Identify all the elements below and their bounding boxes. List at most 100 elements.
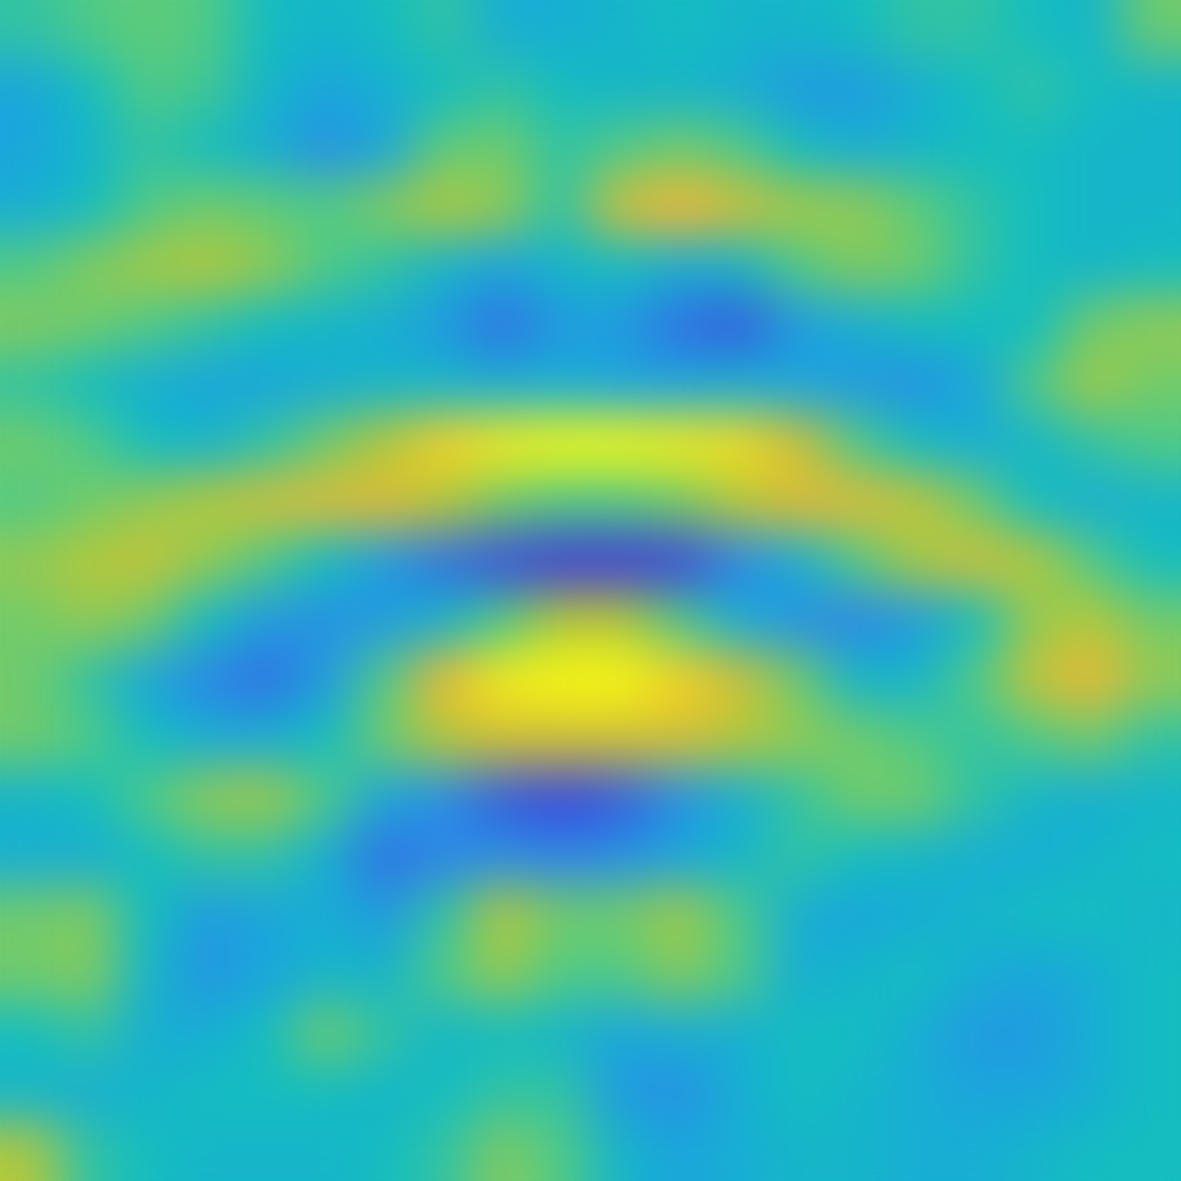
cell [531,1004,591,1064]
cell [827,177,887,237]
cell [531,295,591,355]
cell [591,1063,651,1123]
cell [59,1063,119,1123]
cell [827,827,887,887]
cell [59,1004,119,1064]
cell [591,591,651,651]
cell [768,1004,828,1064]
cell [472,709,532,769]
cell [650,1122,710,1181]
cell [768,0,828,60]
cell [886,650,946,710]
cell [59,827,119,887]
cell [1122,472,1181,532]
cell [118,413,178,473]
cell [709,118,769,178]
cell [531,0,591,60]
cell [118,1063,178,1123]
cell [1063,1004,1123,1064]
cell [886,118,946,178]
cell [59,591,119,651]
cell [591,945,651,1005]
cell [531,650,591,710]
cell [886,591,946,651]
cell [945,886,1005,946]
cell [709,1122,769,1181]
cell [59,1122,119,1181]
cell [1122,354,1181,414]
cell [413,591,473,651]
cell [295,0,355,60]
cell [827,1122,887,1181]
cell [177,1122,237,1181]
cell [354,0,414,60]
cell [59,413,119,473]
cell [295,59,355,119]
cell [354,354,414,414]
cell [945,118,1005,178]
cell [886,945,946,1005]
heatmap-chart [0,0,1181,1181]
cell [1063,413,1123,473]
cell [177,354,237,414]
cell [354,295,414,355]
cell [0,886,60,946]
cell [1122,591,1181,651]
cell [768,472,828,532]
cell [768,177,828,237]
cell [177,413,237,473]
cell [0,650,60,710]
cell [413,413,473,473]
cell [354,1004,414,1064]
cell [118,531,178,591]
cell [354,118,414,178]
cell [709,1004,769,1064]
cell [531,945,591,1005]
cell [1004,591,1064,651]
cell [236,650,296,710]
cell [531,1122,591,1181]
cell [591,472,651,532]
cell [295,118,355,178]
cell [945,472,1005,532]
cell [591,827,651,887]
cell [827,709,887,769]
cell [768,591,828,651]
cell [945,0,1005,60]
cell [768,768,828,828]
cell [1004,1122,1064,1181]
cell [118,709,178,769]
cell [177,59,237,119]
cell [59,295,119,355]
cell [295,295,355,355]
cell [1122,59,1181,119]
cell [1063,118,1123,178]
cell [413,472,473,532]
cell [354,1063,414,1123]
cell [531,1063,591,1123]
cell [118,1004,178,1064]
cell [1122,945,1181,1005]
cell [472,768,532,828]
cell [768,236,828,296]
cell [1004,354,1064,414]
cell [945,236,1005,296]
cell [472,650,532,710]
cell [591,0,651,60]
cell [945,531,1005,591]
cell [118,472,178,532]
cell [886,177,946,237]
cell [768,1063,828,1123]
cell [827,591,887,651]
cell [472,1122,532,1181]
cell [59,177,119,237]
cell [0,118,60,178]
cell [591,1004,651,1064]
cell [531,886,591,946]
cell [1004,59,1064,119]
cell [886,413,946,473]
cell [709,886,769,946]
cell [177,827,237,887]
cell [59,650,119,710]
cell [354,59,414,119]
